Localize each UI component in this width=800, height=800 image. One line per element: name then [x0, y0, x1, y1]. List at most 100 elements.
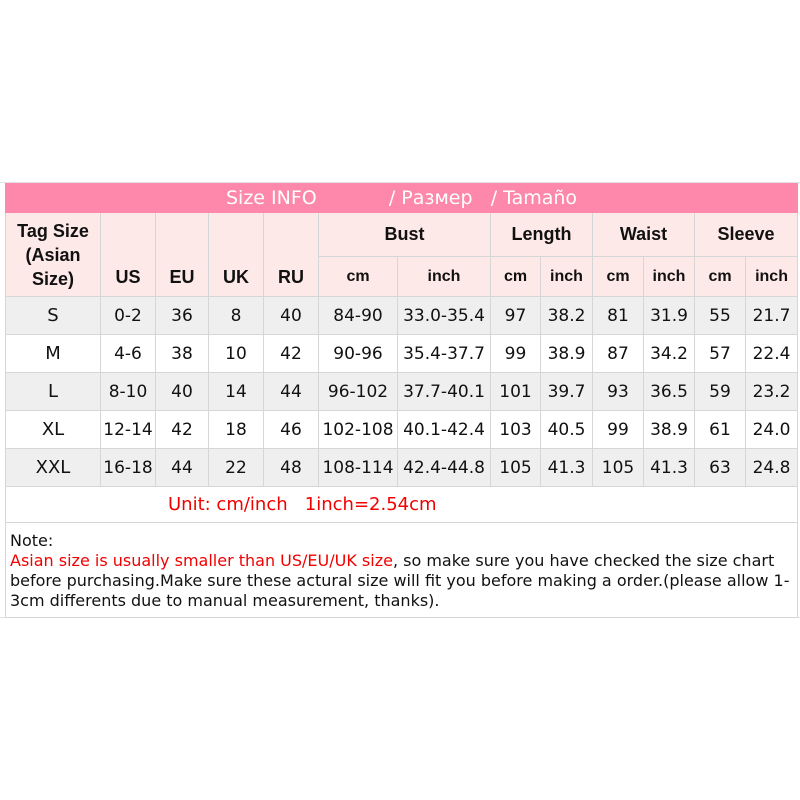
value-cell: 42	[263, 334, 319, 373]
value-cell: 22	[208, 448, 264, 487]
value-cell: 48	[263, 448, 319, 487]
table-row: L 8-10 40 14 44 96-102 37.7-40.1 101 39.7 93 36.5 5…	[5, 372, 799, 411]
header-unit: inch	[643, 256, 695, 297]
value-cell: 41.3	[643, 448, 695, 487]
note-warning: Asian size is usually smaller than US/EU…	[10, 551, 393, 570]
value-cell: 101	[490, 372, 541, 411]
value-cell: 44	[155, 448, 209, 487]
value-cell: 37.7-40.1	[397, 372, 491, 411]
value-cell: 99	[592, 410, 644, 449]
value-cell: 63	[694, 448, 746, 487]
value-cell: 81	[592, 296, 644, 335]
value-cell: 93	[592, 372, 644, 411]
grid-line	[0, 617, 800, 618]
header-unit: cm	[592, 256, 644, 297]
value-cell: 61	[694, 410, 746, 449]
value-cell: 96-102	[318, 372, 398, 411]
value-cell: 105	[592, 448, 644, 487]
value-cell: 10	[208, 334, 264, 373]
header-unit: inch	[744, 256, 799, 297]
value-cell: 38	[155, 334, 209, 373]
header-uk: UK	[208, 212, 264, 297]
value-cell: 16-18	[100, 448, 156, 487]
value-cell: 8-10	[100, 372, 156, 411]
size-label-cell: L	[5, 372, 101, 411]
title-es: / Tamaño	[490, 187, 578, 209]
header-us: US	[100, 212, 156, 297]
value-cell: 38.9	[643, 410, 695, 449]
value-cell: 24.8	[744, 448, 799, 487]
size-label-cell: XXL	[5, 448, 101, 487]
value-cell: 18	[208, 410, 264, 449]
value-cell: 87	[592, 334, 644, 373]
header-unit: inch	[540, 256, 593, 297]
note-cell: Note: Asian size is usually smaller than…	[4, 522, 799, 618]
value-cell: 39.7	[540, 372, 593, 411]
value-cell: 40.1-42.4	[397, 410, 491, 449]
value-cell: 40	[263, 296, 319, 335]
title-cell: Size INFO / Размер / Tamaño	[4, 183, 799, 213]
header-tag-size: Tag Size (Asian Size)	[5, 212, 101, 297]
value-cell: 102-108	[318, 410, 398, 449]
size-label-cell: XL	[5, 410, 101, 449]
header-unit: cm	[318, 256, 398, 297]
value-cell: 24.0	[744, 410, 799, 449]
value-cell: 14	[208, 372, 264, 411]
value-cell: 35.4-37.7	[397, 334, 491, 373]
value-cell: 4-6	[100, 334, 156, 373]
value-cell: 38.2	[540, 296, 593, 335]
value-cell: 42	[155, 410, 209, 449]
value-cell: 97	[490, 296, 541, 335]
header-waist: Waist	[592, 212, 695, 257]
value-cell: 12-14	[100, 410, 156, 449]
header-ru: RU	[263, 212, 319, 297]
value-cell: 40.5	[540, 410, 593, 449]
header-length: Length	[490, 212, 593, 257]
value-cell: 38.9	[540, 334, 593, 373]
title-bar: Size INFO / Размер / Tamaño	[4, 183, 799, 213]
size-chart-table: Size INFO / Размер / Tamaño Tag Size (As…	[4, 183, 799, 618]
title-ru: / Размер	[388, 187, 473, 209]
value-cell: 21.7	[744, 296, 799, 335]
header-unit: cm	[490, 256, 541, 297]
value-cell: 90-96	[318, 334, 398, 373]
value-cell: 59	[694, 372, 746, 411]
header-unit: cm	[694, 256, 746, 297]
value-cell: 33.0-35.4	[397, 296, 491, 335]
note-text: , so make sure you have checked the size…	[10, 551, 790, 610]
value-cell: 46	[263, 410, 319, 449]
value-cell: 84-90	[318, 296, 398, 335]
value-cell: 36.5	[643, 372, 695, 411]
value-cell: 8	[208, 296, 264, 335]
value-cell: 44	[263, 372, 319, 411]
value-cell: 36	[155, 296, 209, 335]
table-row: M 4-6 38 10 42 90-96 35.4-37.7 99 38.9 87 34.2 57 22…	[5, 334, 799, 373]
table-row: S 0-2 36 8 40 84-90 33.0-35.4 97 38.2 81 31.9 55 21.…	[5, 296, 799, 335]
unit-note: Unit: cm/inch 1inch=2.54cm	[4, 486, 799, 523]
grid-line	[0, 182, 800, 183]
value-cell: 55	[694, 296, 746, 335]
value-cell: 34.2	[643, 334, 695, 373]
value-cell: 42.4-44.8	[397, 448, 491, 487]
value-cell: 23.2	[744, 372, 799, 411]
value-cell: 40	[155, 372, 209, 411]
header-sleeve: Sleeve	[693, 212, 799, 257]
size-label-cell: S	[5, 296, 101, 335]
header-eu: EU	[155, 212, 209, 297]
value-cell: 103	[490, 410, 541, 449]
title-en: Size INFO	[225, 187, 317, 209]
value-cell: 99	[490, 334, 541, 373]
size-label-cell: M	[5, 334, 101, 373]
value-cell: 57	[694, 334, 746, 373]
table-row: XXL 16-18 44 22 48 108-114 42.4-44.8 105 41.3 105…	[5, 448, 799, 487]
table-row: XL 12-14 42 18 46 102-108 40.1-42.4 103 40.5 99 38…	[5, 410, 799, 449]
header-bust: Bust	[318, 212, 491, 257]
header-unit: inch	[397, 256, 491, 297]
value-cell: 0-2	[100, 296, 156, 335]
note-label: Note:	[10, 531, 54, 550]
value-cell: 31.9	[643, 296, 695, 335]
value-cell: 41.3	[540, 448, 593, 487]
value-cell: 22.4	[744, 334, 799, 373]
value-cell: 108-114	[318, 448, 398, 487]
value-cell: 105	[490, 448, 541, 487]
